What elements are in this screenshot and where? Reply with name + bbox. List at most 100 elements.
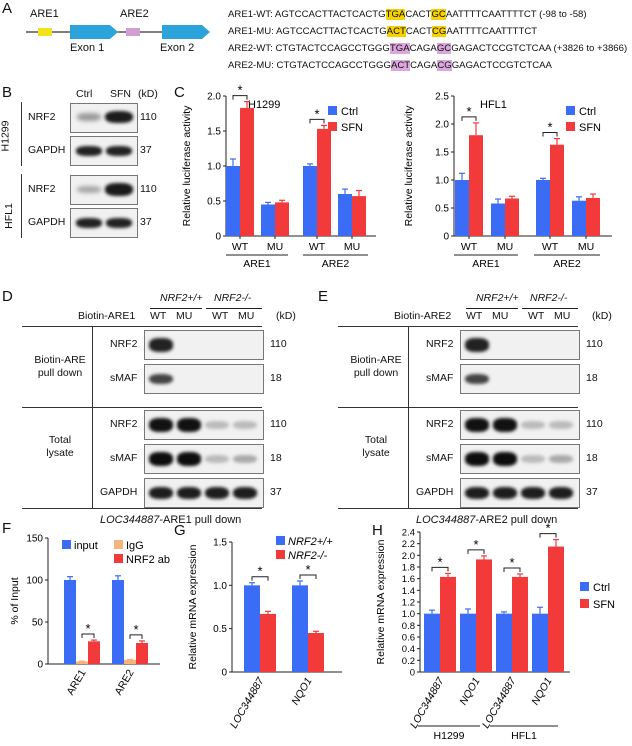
section-divider — [408, 326, 409, 508]
bar — [586, 197, 600, 236]
y-tick-label: 0 — [215, 232, 221, 243]
blot-band — [233, 420, 257, 430]
panel-letter-a: A — [2, 0, 13, 17]
lane-label: MU — [554, 310, 571, 322]
bar — [261, 204, 275, 236]
are2-label: ARE2 — [120, 8, 149, 20]
significance-bracket — [309, 118, 325, 124]
bar — [240, 107, 254, 237]
blot-strip — [460, 364, 580, 394]
genotype-underline — [522, 308, 578, 309]
significance-bracket — [542, 132, 558, 137]
legend-label: input — [74, 540, 98, 552]
sequence-highlight: ACT — [390, 60, 411, 71]
bar — [124, 659, 136, 664]
category-label: MU — [344, 241, 360, 253]
category-label: NQO1 — [529, 676, 554, 708]
sequence-text: CTGTACTCCAGCCTGGG — [276, 60, 391, 71]
sequence-text: CACT — [405, 26, 432, 37]
blot-caption: LOC344887-ARE2 pull down — [416, 514, 557, 526]
legend-swatch — [114, 540, 123, 549]
sequence-row: ARE1-MU: AGTCCACTTACTCACTGACTCACTCGAATTT… — [228, 23, 627, 40]
significance-star: * — [314, 106, 319, 121]
bar — [76, 661, 88, 664]
blot-band — [149, 373, 173, 385]
panel-e: NRF2+/+ NRF2-/- Biotin-ARE2 WT MU WT MU (kD) Bio… — [316, 288, 632, 526]
y-axis-label: Relative luciferase activity — [181, 105, 193, 227]
b-blot-h1299-gapdh — [70, 136, 138, 166]
bar — [532, 613, 548, 672]
blot-band — [465, 338, 489, 352]
lysate-box — [22, 406, 262, 509]
b-cellline-h1299: H1299 — [0, 120, 12, 152]
category-label: NQO1 — [289, 676, 314, 708]
caption-rest: -ARE1 pull down — [159, 514, 242, 526]
sequence-highlight: GC — [436, 43, 452, 54]
y-tick-label: 0 — [443, 232, 449, 243]
significance-star: * — [85, 621, 90, 636]
y-tick-label: 0 — [221, 668, 227, 679]
sequence-text: ARE1-WT: — [228, 9, 275, 20]
biotin-label: Biotin-ARE2 — [394, 310, 452, 322]
bar — [424, 613, 440, 672]
y-tick-label: 2.0 — [435, 120, 449, 131]
significance-star: * — [237, 83, 242, 98]
blot-row-label: GAPDH — [416, 486, 454, 498]
bar — [136, 643, 148, 664]
gene-schematic — [26, 25, 210, 39]
bar — [226, 166, 240, 236]
blot-strip — [460, 330, 580, 360]
significance-bracket — [503, 567, 521, 572]
legend-label: IgG — [126, 540, 144, 552]
chart-g: 0 0.5 1.0 1.5 Relative mRNA expression * LOC34… — [187, 536, 342, 731]
sequence-text: CAGA — [410, 60, 438, 71]
blot-band — [177, 486, 201, 500]
sequence-highlight: CG — [431, 26, 447, 37]
b-cellline-hfl1: HFL1 — [2, 203, 15, 229]
exon1-arrow — [70, 25, 118, 39]
blot-band — [177, 452, 201, 466]
section-pulldown: Biotin-ARE pull down — [34, 354, 86, 379]
category-label: WT — [542, 241, 559, 253]
genotype-pos: NRF2+/+ — [476, 292, 519, 304]
blot-strip — [460, 410, 580, 440]
significance-star: * — [545, 521, 550, 536]
category-label: LOC344887 — [480, 675, 519, 731]
significance-star: * — [257, 564, 262, 579]
legend-swatch — [566, 122, 575, 131]
significance-bracket — [251, 576, 269, 581]
b-ctrl: Ctrl — [76, 88, 93, 100]
sequence-highlight: CG — [437, 60, 452, 71]
bar — [455, 180, 469, 236]
are2-box — [126, 28, 140, 36]
sequence-text: ARE2-WT: — [228, 43, 276, 54]
blot-kd: 110 — [586, 338, 603, 350]
bar — [260, 613, 276, 672]
category-label: MU — [267, 241, 283, 253]
sequence-text: AGTCCACTTACTCACTG — [274, 9, 386, 20]
exon2-label: Exon 2 — [160, 42, 195, 54]
significance-star: * — [547, 120, 552, 135]
bar — [491, 203, 505, 236]
bar — [64, 580, 76, 664]
genotype-underline — [150, 308, 202, 309]
sequence-row: ARE2-MU: CTGTACTCCAGCCTGGGACTCAGACGGAGAC… — [228, 57, 627, 74]
blot-band — [493, 486, 517, 500]
group-label: H1299 — [434, 730, 465, 742]
lane-label: WT — [212, 310, 229, 322]
blot-row-label: NRF2 — [426, 418, 454, 430]
y-tick-label: 1.6 — [402, 574, 415, 585]
b-row-label: NRF2 — [28, 111, 56, 123]
legend-swatch — [276, 536, 285, 545]
blot-band — [549, 454, 573, 464]
group-label: HFL1 — [511, 730, 537, 742]
y-axis-label: Relative mRNA expression — [187, 544, 199, 669]
blot-band — [465, 373, 489, 385]
panel-letter-g: G — [174, 522, 186, 539]
lane-label: WT — [150, 310, 167, 322]
significance-bracket — [461, 116, 477, 121]
chart-h: 00.20.40.60.81.01.21.41.61.82.02.22.4 Rel… — [375, 521, 615, 742]
sequence-text: AGTCCACTTACTCACTG — [275, 26, 387, 37]
b-row-kd: 37 — [140, 144, 152, 156]
b-kd: (kD) — [138, 88, 158, 100]
